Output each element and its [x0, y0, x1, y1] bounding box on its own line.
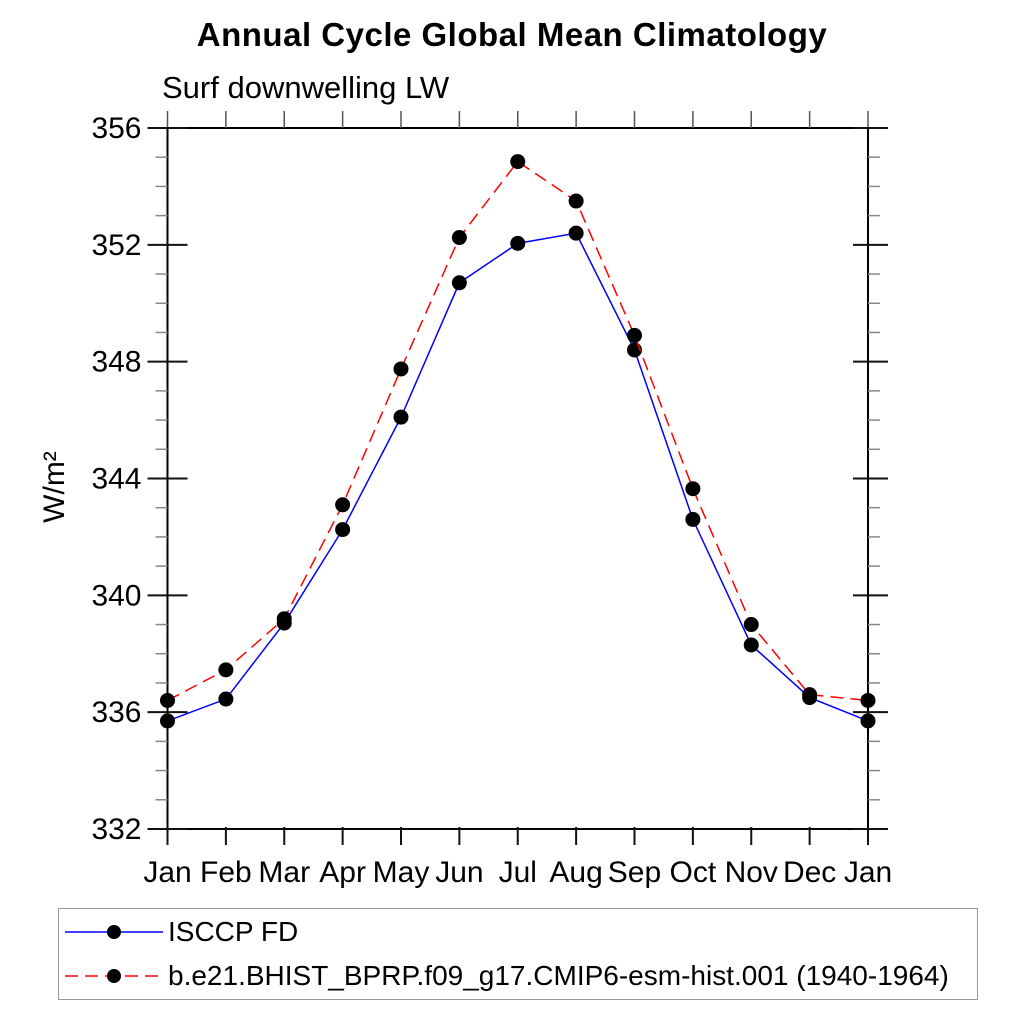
svg-text:Mar: Mar [258, 856, 310, 889]
svg-text:Feb: Feb [200, 856, 252, 889]
svg-text:Nov: Nov [725, 856, 778, 889]
svg-text:Jul: Jul [499, 856, 537, 889]
svg-text:Apr: Apr [319, 856, 366, 889]
legend-box: ISCCP FD b.e21.BHIST_BPRP.f09_g17.CMIP6-… [58, 908, 978, 1000]
svg-text:Dec: Dec [783, 856, 836, 889]
svg-text:Jan: Jan [143, 856, 191, 889]
svg-text:340: 340 [91, 579, 141, 612]
legend-line-sample-solid [65, 924, 163, 939]
svg-text:Sep: Sep [608, 856, 661, 889]
legend-item-isccp-fd: ISCCP FD [63, 910, 977, 954]
svg-text:Jan: Jan [844, 856, 892, 889]
svg-text:332: 332 [91, 813, 141, 846]
svg-text:May: May [373, 856, 430, 889]
legend-item-model-run: b.e21.BHIST_BPRP.f09_g17.CMIP6-esm-hist.… [63, 954, 977, 998]
svg-text:336: 336 [91, 696, 141, 729]
chart-subtitle: Surf downwelling LW [162, 70, 450, 105]
svg-text:352: 352 [91, 229, 141, 262]
svg-text:Oct: Oct [670, 856, 717, 889]
chart-title: Annual Cycle Global Mean Climatology [196, 16, 828, 53]
legend-label-isccp-fd: ISCCP FD [168, 915, 299, 947]
legend-marker-dot [107, 969, 121, 984]
svg-text:344: 344 [91, 463, 141, 496]
legend-marker-dot [107, 924, 121, 939]
svg-text:356: 356 [91, 112, 141, 145]
svg-text:Aug: Aug [549, 856, 602, 889]
svg-text:Jun: Jun [435, 856, 483, 889]
svg-text:348: 348 [91, 346, 141, 379]
legend-line-sample-dashed [65, 969, 163, 984]
legend-label-model-run: b.e21.BHIST_BPRP.f09_g17.CMIP6-esm-hist.… [168, 960, 949, 992]
plot-area: Jan Feb Mar Apr May Jun Jul Aug Sep Oct Nov Dec Jan3… [91, 111, 892, 889]
